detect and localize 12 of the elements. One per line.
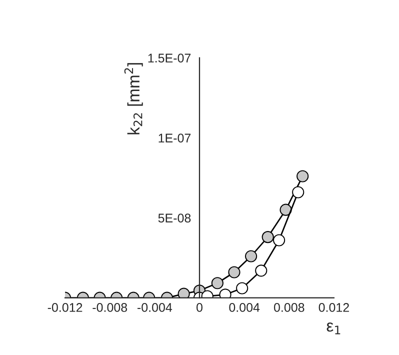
y-tick-label: 1E-07 xyxy=(158,134,191,143)
x-tick-label: -0.012 xyxy=(48,303,82,312)
x-tick-label: 0 xyxy=(196,303,202,312)
x-axis-title: ε$_{1}$ xyxy=(326,322,340,334)
y-tick-label: 1.5E-07 xyxy=(148,54,191,63)
x-tick-label: -0.004 xyxy=(138,303,172,312)
y-axis-title: k$_{22}$ [mm$^{2}$] xyxy=(124,63,143,134)
x-tick-label: 0.012 xyxy=(318,303,349,312)
y-tick-label: 5E-08 xyxy=(158,214,191,223)
x-tick-label: -0.008 xyxy=(92,303,128,312)
x-tick-label: 0.008 xyxy=(274,303,304,312)
x-tick-label: 0.004 xyxy=(229,303,260,312)
